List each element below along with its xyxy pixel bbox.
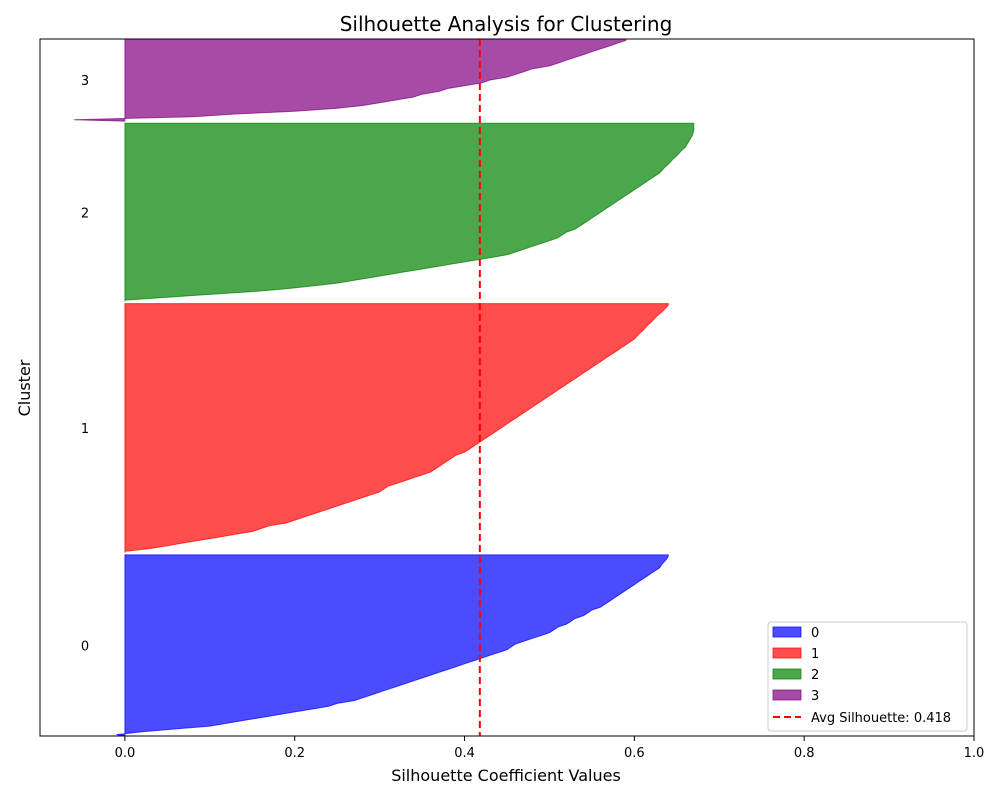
x-tick-label: 0.0	[115, 746, 136, 761]
legend-avg-label: Avg Silhouette: 0.418	[811, 711, 951, 726]
x-tick-label: 0.8	[794, 746, 815, 761]
legend-swatch-cluster-3	[772, 689, 802, 701]
legend-swatch-cluster-2	[772, 668, 802, 680]
x-tick-label: 0.2	[284, 746, 305, 761]
cluster-labels: 0 1 2 3	[81, 74, 89, 654]
legend-box	[767, 621, 968, 732]
legend-label-cluster-3: 3	[811, 689, 819, 704]
legend-label-cluster-2: 2	[811, 668, 819, 683]
chart-title: Silhouette Analysis for Clustering	[340, 12, 673, 36]
legend-swatch-cluster-1	[772, 647, 802, 659]
cluster-label-3: 3	[81, 74, 89, 89]
legend-label-cluster-1: 1	[811, 647, 819, 662]
plot-frame	[39, 38, 975, 737]
silhouette-areas	[73, 38, 695, 737]
y-axis-label: Cluster	[15, 359, 34, 416]
legend-label-cluster-0: 0	[811, 626, 819, 641]
cluster-label-1: 1	[81, 422, 89, 437]
silhouette-area-cluster-3	[73, 38, 627, 122]
x-axis-ticks: 0.0 0.2 0.4 0.6 0.8 1.0	[115, 736, 985, 761]
legend: 0 1 2 3 Avg Silhouette: 0.418	[767, 621, 968, 732]
silhouette-area-cluster-1	[124, 303, 669, 553]
x-tick-label: 0.6	[624, 746, 645, 761]
cluster-label-0: 0	[81, 639, 89, 654]
legend-swatch-cluster-0	[772, 626, 802, 638]
legend-items: 0 1 2 3	[772, 626, 819, 704]
x-axis-label: Silhouette Coefficient Values	[391, 766, 621, 785]
x-tick-label: 1.0	[964, 746, 985, 761]
cluster-label-2: 2	[81, 206, 89, 221]
silhouette-area-cluster-0	[116, 554, 669, 737]
x-tick-label: 0.4	[454, 746, 475, 761]
silhouette-area-cluster-2	[124, 122, 695, 302]
